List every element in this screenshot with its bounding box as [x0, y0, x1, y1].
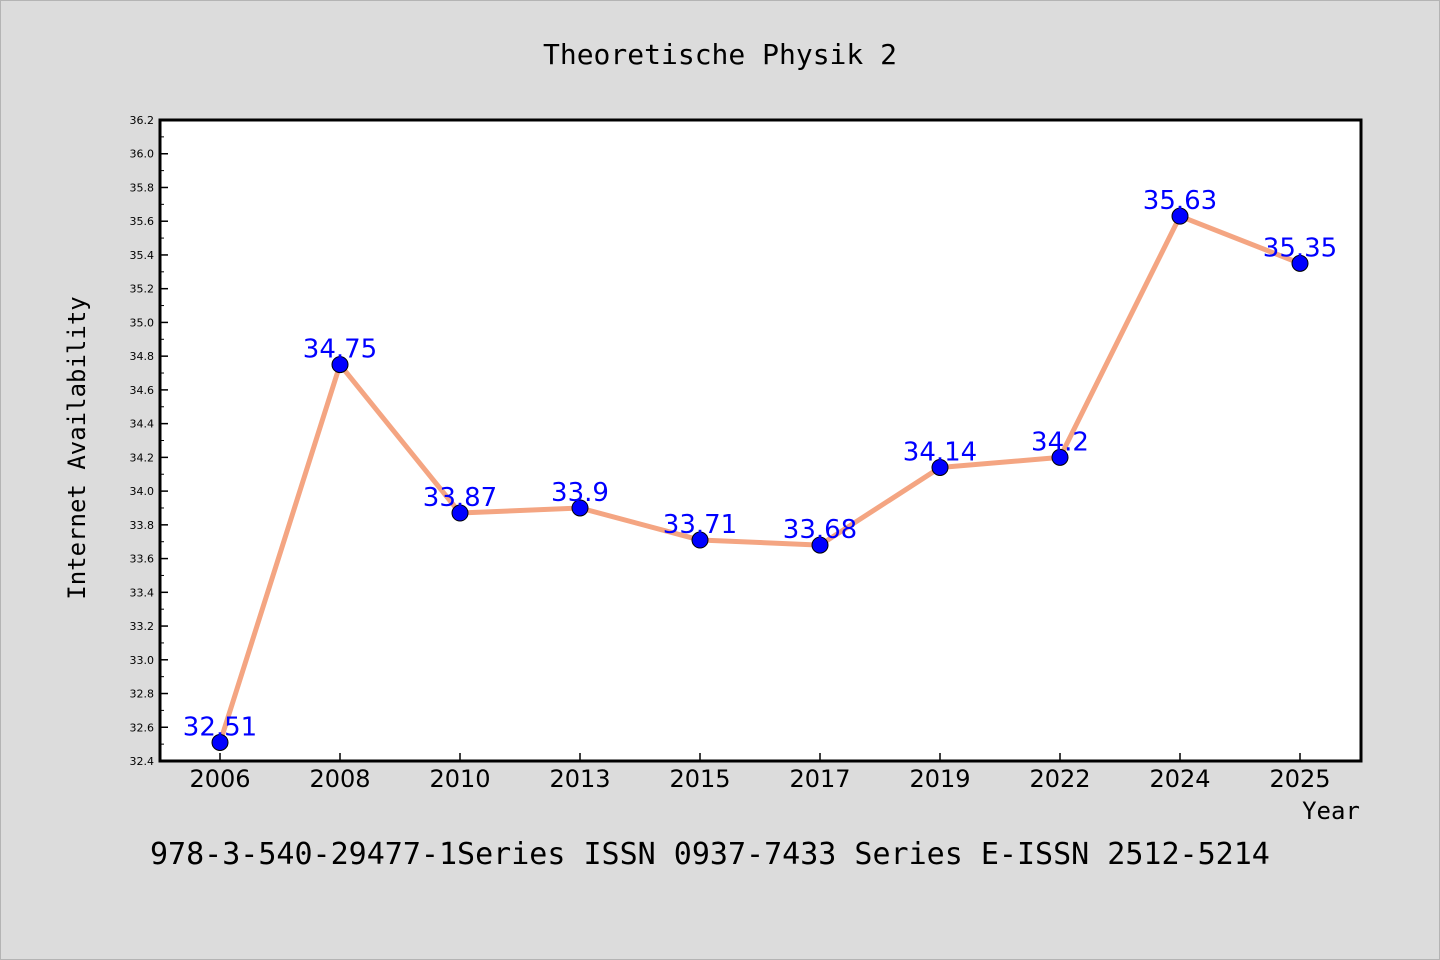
data-label: 33.9 [551, 478, 609, 508]
y-tick-label: 34.8 [130, 350, 155, 363]
x-tick-label: 2017 [789, 765, 850, 793]
data-label: 33.68 [783, 515, 857, 545]
data-point [931, 458, 949, 476]
data-label: 34.14 [903, 437, 977, 467]
x-tick-label: 2013 [549, 765, 610, 793]
y-tick-label: 32.4 [130, 755, 155, 768]
data-point [1171, 207, 1189, 225]
data-label: 35.63 [1143, 186, 1217, 216]
y-tick-label: 33.4 [130, 586, 155, 599]
data-label: 35.35 [1263, 233, 1337, 263]
y-tick-label: 33.8 [130, 519, 155, 532]
y-tick-label: 35.4 [130, 249, 155, 262]
y-tick-label: 34.0 [130, 485, 155, 498]
plot-area [158, 118, 1363, 763]
y-tick-label: 32.6 [130, 721, 155, 734]
x-axis-label: Year [1302, 797, 1360, 825]
data-point [331, 356, 349, 374]
data-label: 34.2 [1031, 427, 1089, 457]
data-label: 32.51 [183, 712, 257, 742]
y-tick-label: 35.0 [130, 316, 155, 329]
x-axis: 2006 2008 2010 2013 2015 2017 2019 2022 2024 2025 [189, 753, 1331, 793]
y-tick-label: 36.2 [130, 114, 155, 127]
y-tick-label: 35.6 [130, 215, 155, 228]
data-label: 33.71 [663, 510, 737, 540]
series-line [217, 213, 1303, 745]
y-tick-label: 35.8 [130, 181, 155, 194]
y-tick-label: 35.2 [130, 283, 155, 296]
chart-title: Theoretische Physik 2 [543, 38, 897, 71]
data-label: 34.75 [303, 335, 377, 365]
data-point [691, 531, 709, 549]
data-point [811, 536, 829, 554]
y-axis-label: Internet Availability [63, 296, 91, 599]
x-tick-label: 2006 [189, 765, 250, 793]
data-labels: 32.51 34.75 33.87 33.9 33.71 33.68 34.14 34.2 35… [183, 186, 1337, 742]
data-point [211, 733, 229, 751]
footnote: 978-3-540-29477-1Series ISSN 0937-7433 S… [150, 837, 1270, 872]
data-point [571, 499, 589, 517]
x-tick-label: 2024 [1149, 765, 1210, 793]
data-points [211, 207, 1309, 751]
y-tick-label: 34.4 [130, 418, 155, 431]
x-tick-label: 2015 [669, 765, 730, 793]
data-point [451, 504, 469, 522]
x-tick-label: 2025 [1269, 765, 1330, 793]
y-tick-label: 32.8 [130, 688, 155, 701]
x-tick-label: 2008 [309, 765, 370, 793]
y-tick-label: 33.6 [130, 553, 155, 566]
y-axis: 32.4 32.6 32.8 33.0 33.2 33.4 33.6 33.8 34.0 34.2… [130, 114, 168, 768]
data-point [1051, 448, 1069, 466]
x-tick-label: 2022 [1029, 765, 1090, 793]
x-tick-label: 2019 [909, 765, 970, 793]
data-point [1291, 254, 1309, 272]
x-tick-label: 2010 [429, 765, 490, 793]
data-label: 33.87 [423, 483, 497, 513]
y-tick-label: 34.2 [130, 451, 155, 464]
y-tick-label: 36.0 [130, 148, 155, 161]
y-tick-label: 33.2 [130, 620, 155, 633]
y-tick-label: 33.0 [130, 654, 155, 667]
y-tick-label: 34.6 [130, 384, 155, 397]
